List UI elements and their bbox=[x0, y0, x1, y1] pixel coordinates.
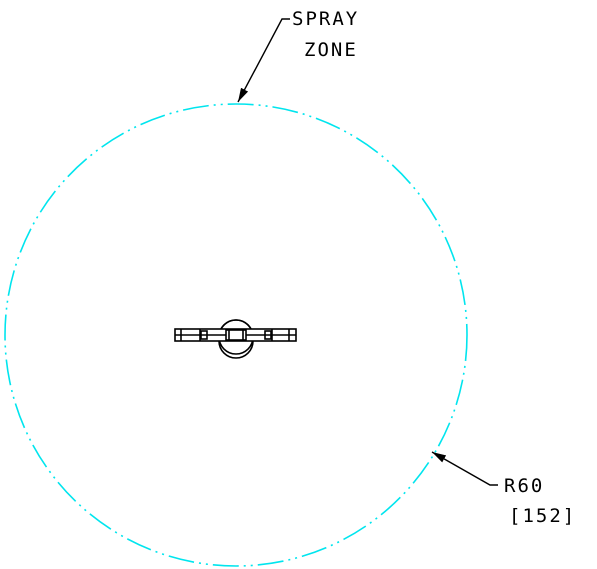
sprinkler-nozzle-icon bbox=[174, 319, 297, 359]
spray-zone-label-line2: ZONE bbox=[304, 39, 358, 61]
spray-zone-label-line1: SPRAY bbox=[292, 8, 359, 30]
radius-label-metric: [152] bbox=[509, 505, 576, 527]
radius-leader-arrow-icon bbox=[431, 451, 498, 486]
leader-arrow-icon bbox=[237, 18, 290, 103]
spray-zone-circle bbox=[4, 103, 468, 567]
radius-label-imperial: R60 bbox=[504, 475, 544, 497]
